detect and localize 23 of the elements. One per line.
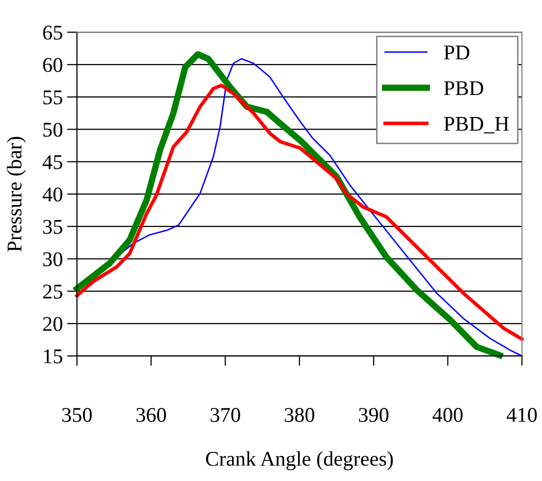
y-tick-label: 15 bbox=[44, 349, 62, 364]
y-tick-label: 60 bbox=[43, 58, 62, 72]
x-tick-label: 390 bbox=[358, 408, 388, 422]
x-tick-label: 360 bbox=[136, 408, 166, 422]
x-tick-label: 400 bbox=[432, 408, 463, 422]
y-tick-label: 65 bbox=[43, 26, 62, 40]
x-tick-label: 410 bbox=[506, 408, 537, 422]
x-tick-label: 380 bbox=[284, 408, 314, 422]
legend-label: PBD_H bbox=[444, 117, 509, 134]
y-tick-label: 30 bbox=[43, 252, 62, 266]
y-tick-label: 25 bbox=[43, 284, 62, 299]
y-axis-title: Pressure (bar) bbox=[6, 136, 26, 252]
y-tick-label: 50 bbox=[43, 122, 62, 137]
legend-label: PD bbox=[444, 46, 470, 60]
y-tick-label: 35 bbox=[43, 220, 62, 234]
y-tick-label: 45 bbox=[42, 155, 62, 170]
x-tick-label: 350 bbox=[62, 408, 92, 422]
x-tick-label: 370 bbox=[210, 408, 240, 422]
x-axis-title: Crank Angle (degrees) bbox=[206, 451, 393, 470]
y-tick-label: 55 bbox=[43, 90, 62, 104]
y-tick-label: 40 bbox=[42, 187, 62, 202]
legend-label: PBD bbox=[444, 81, 484, 96]
y-tick-label: 20 bbox=[43, 316, 62, 331]
